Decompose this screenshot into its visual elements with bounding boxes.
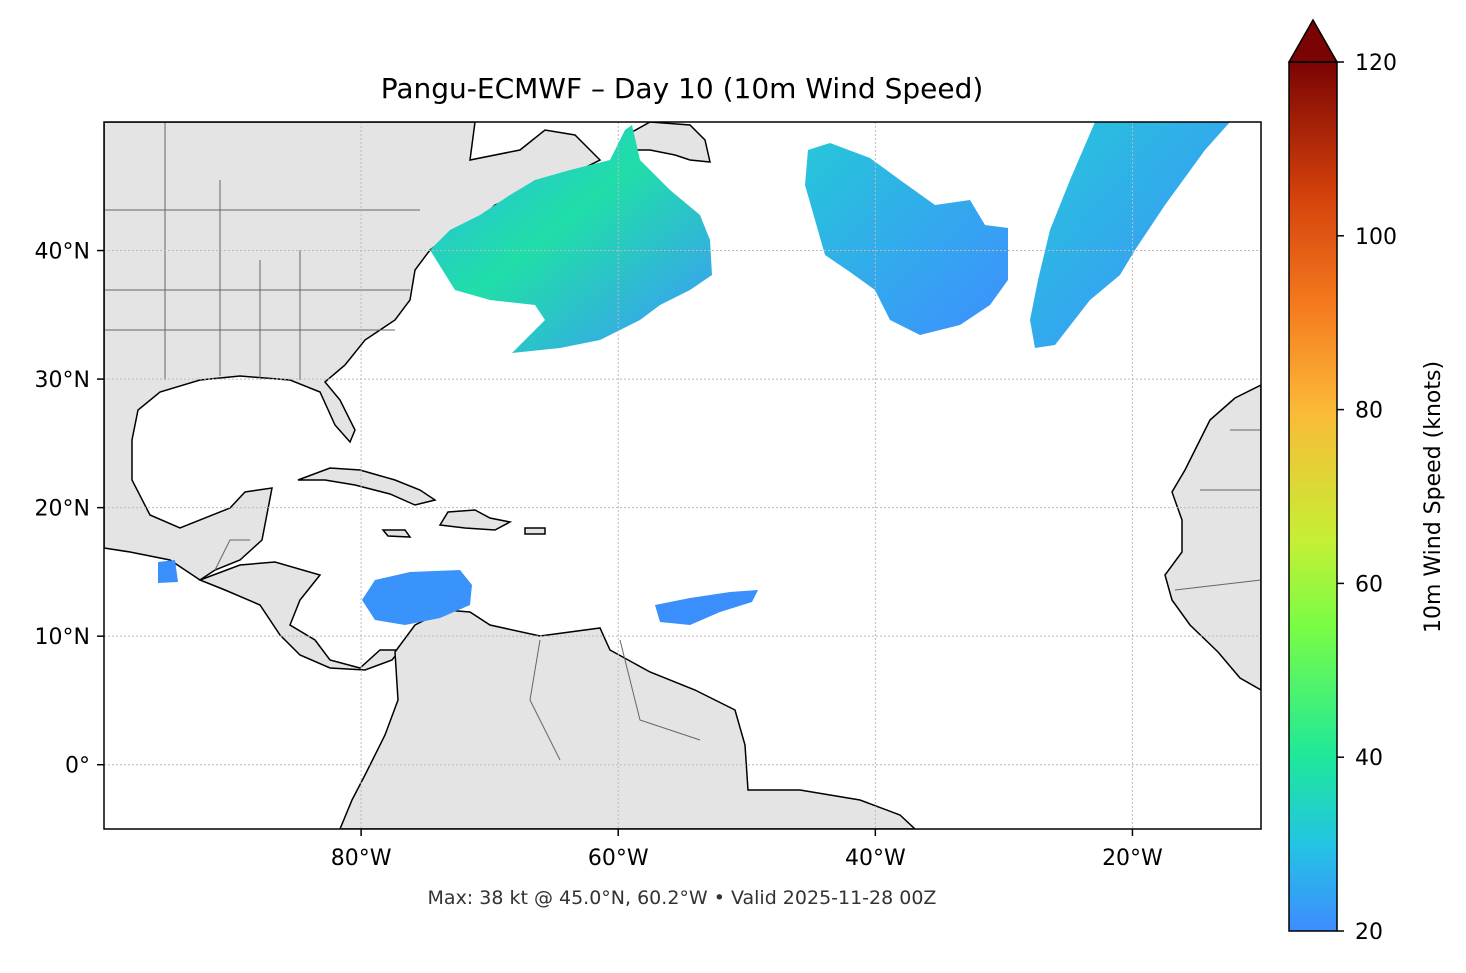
jamaica (381, 529, 412, 538)
y-tick-label: 20°N (35, 497, 90, 522)
wind-area (158, 560, 178, 583)
x-tick-label: 20°W (1102, 846, 1163, 871)
x-tick-label: 40°W (845, 846, 906, 871)
y-tick-label: 0° (65, 754, 90, 779)
x-tick-label: 60°W (588, 846, 649, 871)
x-tick-label: 80°W (331, 846, 392, 871)
colorbar-tick-label: 120 (1355, 51, 1397, 76)
colorbar-tick-label: 80 (1355, 399, 1383, 424)
y-tick-label: 30°N (35, 368, 90, 393)
y-tick-label: 10°N (35, 625, 90, 650)
gridlines (104, 122, 1261, 829)
wind-area (430, 125, 712, 353)
colorbar-extension (1287, 18, 1339, 63)
map-title: Pangu-ECMWF – Day 10 (10m Wind Speed) (381, 72, 984, 105)
wind-area (805, 143, 1008, 335)
wind-area (1030, 122, 1230, 348)
colorbar-label: 10m Wind Speed (knots) (1421, 361, 1446, 633)
cuba (297, 467, 437, 506)
central-america (197, 561, 402, 671)
newfoundland (629, 122, 711, 163)
wind-area (655, 590, 758, 625)
puerto-rico (524, 527, 546, 535)
map-area (104, 122, 1261, 829)
africa (1164, 384, 1261, 691)
footnote: Max: 38 kt @ 45.0°N, 60.2°W • Valid 2025… (428, 887, 937, 909)
wind-area (362, 570, 472, 625)
colorbar-tick-label: 60 (1355, 572, 1383, 597)
colorbar-tick-label: 100 (1355, 225, 1397, 250)
colorbar-frame (1288, 61, 1338, 932)
colorbar (1289, 62, 1337, 931)
south-america (339, 609, 917, 829)
hispaniola (438, 509, 513, 531)
map-frame (103, 121, 1262, 830)
colorbar-tick-label: 20 (1355, 920, 1383, 945)
colorbar-tick-label: 40 (1355, 746, 1383, 771)
y-tick-label: 40°N (35, 240, 90, 265)
